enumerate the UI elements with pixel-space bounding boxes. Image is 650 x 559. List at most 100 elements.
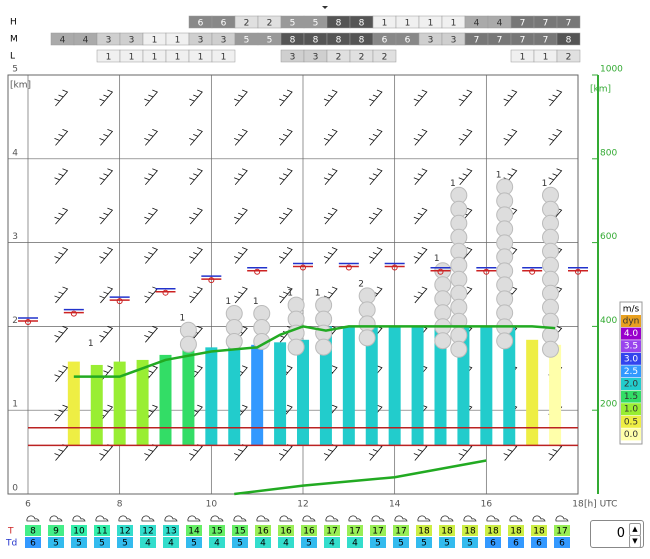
wind-barb [189, 129, 203, 146]
sounding-marker [155, 287, 176, 296]
td-cell [301, 537, 317, 548]
cloud-layer-label: L [10, 52, 15, 62]
t-value: 18 [464, 527, 476, 537]
cloud-cell-label: 1 [152, 53, 158, 63]
wind-barb [548, 89, 563, 107]
td-label: Td [5, 539, 17, 549]
wind-barb [144, 444, 159, 461]
t-cell [25, 525, 41, 536]
td-cell [439, 537, 455, 548]
wind-barb [99, 286, 114, 304]
cumulus-label: 1 [287, 289, 293, 299]
wind-barb [458, 168, 473, 186]
updraft-bar [526, 339, 539, 446]
t-cell [416, 525, 432, 536]
wind-barb [234, 444, 248, 461]
td-value: 5 [76, 539, 82, 549]
wind-barb [99, 207, 114, 225]
t-cell [324, 525, 340, 536]
sounding-dot [254, 268, 261, 275]
cloud-cell-label: 2 [382, 53, 388, 63]
t-value: 14 [188, 527, 200, 537]
td-cell [347, 537, 363, 548]
cloud-cell-label: 6 [198, 19, 204, 29]
spin-down[interactable]: ▼ [629, 535, 641, 548]
weather-icon [302, 515, 316, 522]
td-cell [163, 537, 179, 548]
weather-icon [49, 515, 63, 522]
wind-barb [189, 286, 203, 304]
wind-barb [413, 168, 428, 186]
t-value: 17 [556, 527, 567, 537]
spinner[interactable]: 0 ▲ ▼ [590, 520, 644, 548]
collapse-arrow[interactable] [322, 6, 328, 9]
wind-barb [189, 89, 203, 107]
updraft-bar [319, 326, 332, 446]
legend-label: 0.5 [624, 417, 638, 427]
td-cell [48, 537, 64, 548]
weather-icon [141, 515, 155, 522]
wind-barb [144, 247, 159, 264]
td-cell [370, 537, 386, 548]
sounding-dot [25, 319, 31, 326]
td-value: 6 [536, 539, 542, 549]
updraft-bar [297, 339, 309, 446]
t-cell [163, 525, 179, 536]
wind-barb [54, 129, 69, 146]
updraft-bar [274, 342, 287, 446]
wind-barb [234, 168, 248, 186]
cloud-cell-label: 3 [313, 53, 319, 63]
wind-barb [278, 129, 293, 146]
cloud-cell-label: 8 [359, 36, 365, 46]
cumulus-label: 2 [358, 279, 364, 289]
t-value: 12 [142, 527, 153, 537]
legend-label: 3.0 [624, 354, 639, 364]
wind-barb [99, 168, 114, 186]
cumulus-label: 1 [225, 297, 231, 307]
y-tick-label: 4 [12, 148, 18, 158]
td-value: 6 [559, 539, 565, 549]
y-tick-label: 2 [12, 316, 18, 326]
updraft-bar [480, 326, 493, 446]
y-tick-label: 5 [12, 65, 18, 75]
td-cell [94, 537, 110, 548]
wind-barb [278, 247, 293, 264]
cloud-puff [496, 332, 514, 350]
cloud-puff [179, 335, 197, 353]
t-cell [508, 525, 524, 536]
weather-icon [486, 515, 500, 522]
weather-icon [95, 515, 109, 522]
updraft-bar [251, 344, 264, 446]
td-value: 5 [53, 539, 59, 549]
cloud-cell-label: 1 [543, 53, 549, 63]
legend-label: dyn [623, 317, 640, 327]
wind-barb [368, 129, 383, 146]
td-value: 6 [30, 539, 36, 549]
updraft-bar [182, 349, 195, 446]
td-value: 4 [145, 539, 151, 549]
cloud-cell-label: 4 [474, 19, 480, 29]
x-unit: [h] UTC [584, 500, 617, 510]
t-cell [554, 525, 570, 536]
cloud-puff [287, 338, 305, 356]
t-value: 17 [326, 527, 337, 537]
t-value: 18 [510, 527, 522, 537]
cumulus [358, 287, 376, 347]
t-cell [117, 525, 133, 536]
cloud-puff [434, 332, 452, 350]
t-cell [209, 525, 225, 536]
cloud-cell-label: 2 [566, 53, 572, 63]
sounding-dot [345, 264, 352, 271]
x-tick-label: 8 [117, 500, 123, 510]
t-value: 15 [234, 527, 245, 537]
td-value: 5 [99, 539, 105, 549]
updraft-bar [549, 344, 562, 446]
weather-icon [371, 515, 385, 522]
weather-icon [509, 515, 523, 522]
sounding-dot [391, 264, 398, 271]
cloud-cell-label: 7 [520, 36, 526, 46]
wind-barb [323, 207, 338, 225]
wind-barb [278, 89, 293, 107]
cumulus [179, 321, 197, 353]
updraft-bar [90, 364, 103, 446]
